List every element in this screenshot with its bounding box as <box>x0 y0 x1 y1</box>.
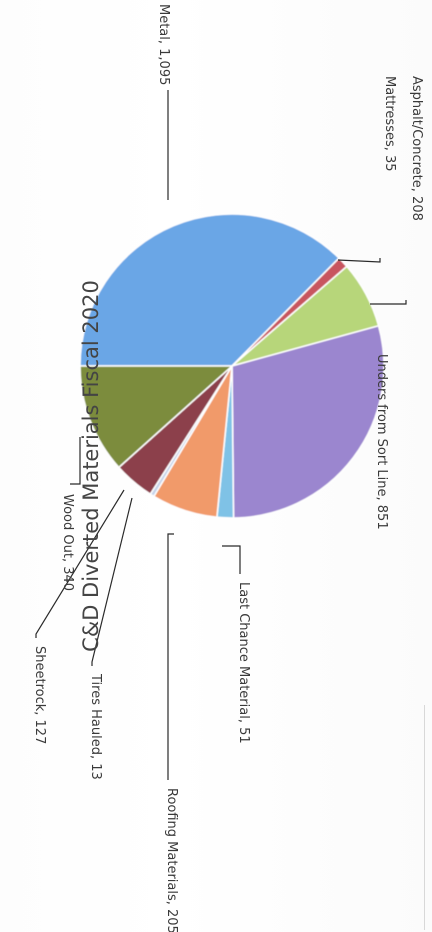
leader-lines <box>35 90 407 780</box>
slice-label-mattresses: Mattresses, 35 <box>382 76 397 172</box>
leader-line-asphalt-concrete <box>370 300 407 305</box>
chart-title: C&D Diverted Materials Fiscal 2020 <box>79 280 103 652</box>
slice-label-metal: Metal, 1,095 <box>156 4 171 85</box>
slice-label-tires-hauled: Tires Hauled, 13 <box>88 673 103 780</box>
slice-label-wood-out: Wood Out, 340 <box>60 494 75 591</box>
slice-label-asphalt-concrete: Asphalt/Concrete, 208 <box>409 76 424 221</box>
slice-label-unders-from-sort-line: Unders from Sort Line, 851 <box>374 354 389 530</box>
slice-label-last-chance-material: Last Chance Material, 51 <box>236 582 251 744</box>
pie-slice-wood-out <box>79 365 234 469</box>
pie-slice-unders-from-sort-line <box>231 324 385 519</box>
leader-line-wood-out <box>70 437 81 485</box>
leader-line-mattresses <box>337 258 381 263</box>
leader-line-roofing-materials <box>167 533 174 780</box>
slice-label-sheetrock: Sheetrock, 127 <box>32 646 47 744</box>
scan-edge-line <box>424 705 425 930</box>
slice-label-roofing-materials: Roofing Materials, 205 <box>164 788 179 932</box>
leader-line-sheetrock <box>35 489 125 638</box>
slice-labels: Metal, 1,095 Mattresses, 35 Asphalt/Concre… <box>32 4 424 932</box>
pie-slices <box>79 213 385 519</box>
leader-line-last-chance-material <box>222 545 241 574</box>
pie-slice-metal <box>79 213 341 367</box>
leader-line-tires-hauled <box>91 497 133 666</box>
